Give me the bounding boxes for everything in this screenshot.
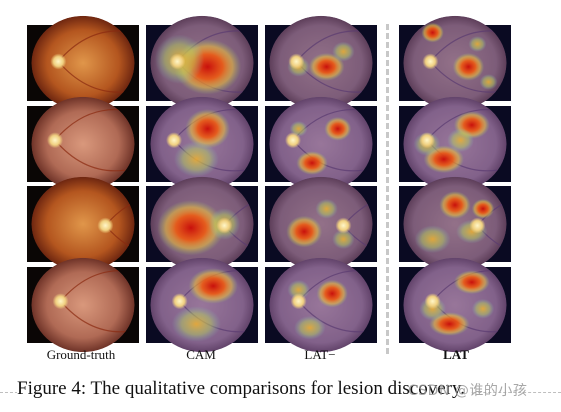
section-divider <box>386 24 389 354</box>
fundus-image-lat-minus-row-3 <box>265 176 377 272</box>
watermark: CSDN @谁的小孩 <box>408 383 528 399</box>
fundus-image-lat-row-4 <box>399 257 511 353</box>
fundus-image-ground-truth-row-2 <box>27 96 139 192</box>
fundus-image-lat-minus-row-4 <box>265 257 377 353</box>
fundus-image-ground-truth-row-3 <box>27 176 139 272</box>
fundus-image-lat-row-2 <box>399 96 511 192</box>
column-label-lat-minus: LAT− <box>304 347 336 362</box>
fundus-image-lat-minus-row-1 <box>265 15 377 111</box>
fundus-image-lat-row-1 <box>399 15 511 111</box>
fundus-image-cam-row-4 <box>146 257 258 353</box>
fundus-image-cam-row-3 <box>146 176 258 272</box>
column-label-cam: CAM <box>186 347 216 362</box>
column-label-ground-truth: Ground-truth <box>46 347 116 362</box>
column-label-lat: LAT <box>443 347 469 362</box>
fundus-image-cam-row-1 <box>146 15 258 111</box>
fundus-image-lat-row-3 <box>399 176 511 272</box>
fundus-image-lat-minus-row-2 <box>265 96 377 192</box>
fundus-image-ground-truth-row-4 <box>27 257 139 353</box>
figure-caption: Figure 4: The qualitative comparisons fo… <box>17 378 471 400</box>
fundus-image-cam-row-2 <box>146 96 258 192</box>
fundus-image-ground-truth-row-1 <box>27 15 139 111</box>
